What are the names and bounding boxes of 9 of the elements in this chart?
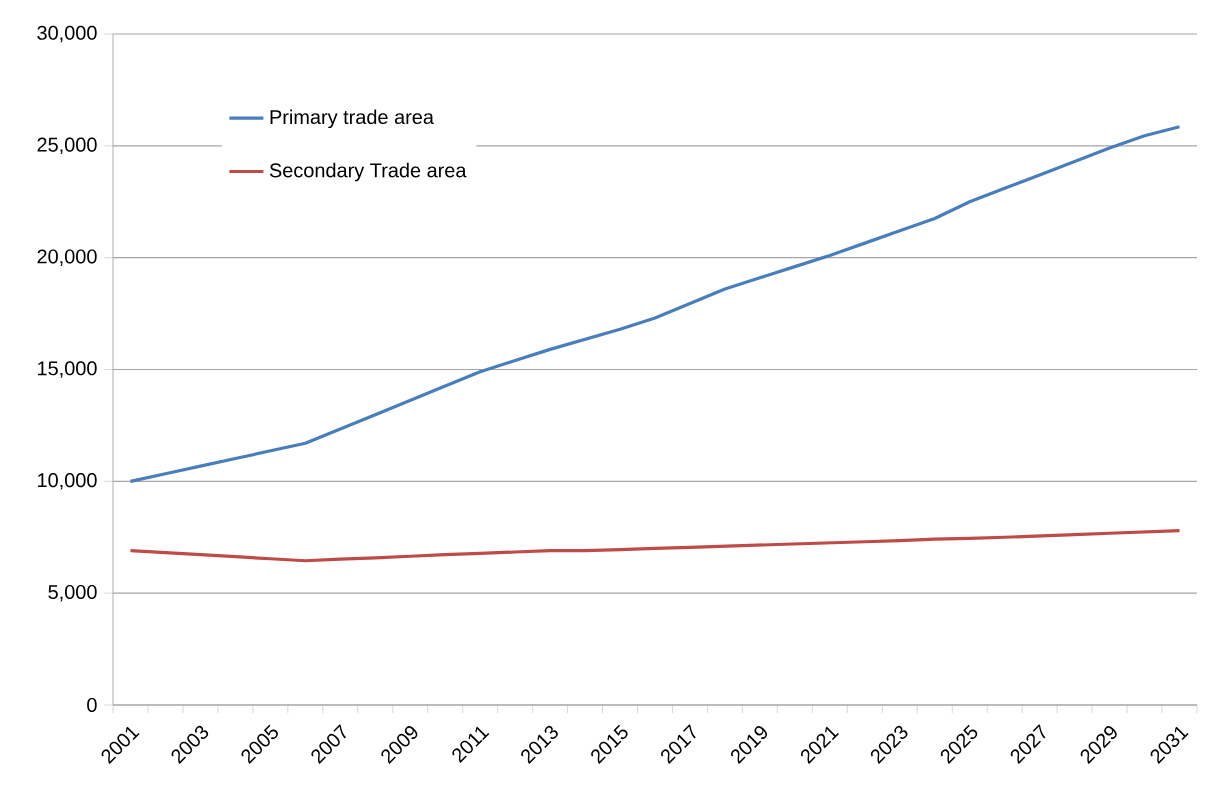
y-tick-label: 0	[87, 697, 97, 713]
y-tick-label: 10,000	[38, 473, 97, 490]
y-tick-label: 15,000	[38, 361, 97, 378]
y-tick-label: 5,000	[48, 584, 97, 602]
legend-label: Primary trade area	[270, 109, 434, 129]
y-tick-label: 25,000	[37, 137, 97, 155]
legend-label: Secondary Trade area	[269, 162, 467, 182]
y-tick-label: 20,000	[37, 249, 97, 266]
y-tick-label: 30,000	[37, 25, 97, 43]
